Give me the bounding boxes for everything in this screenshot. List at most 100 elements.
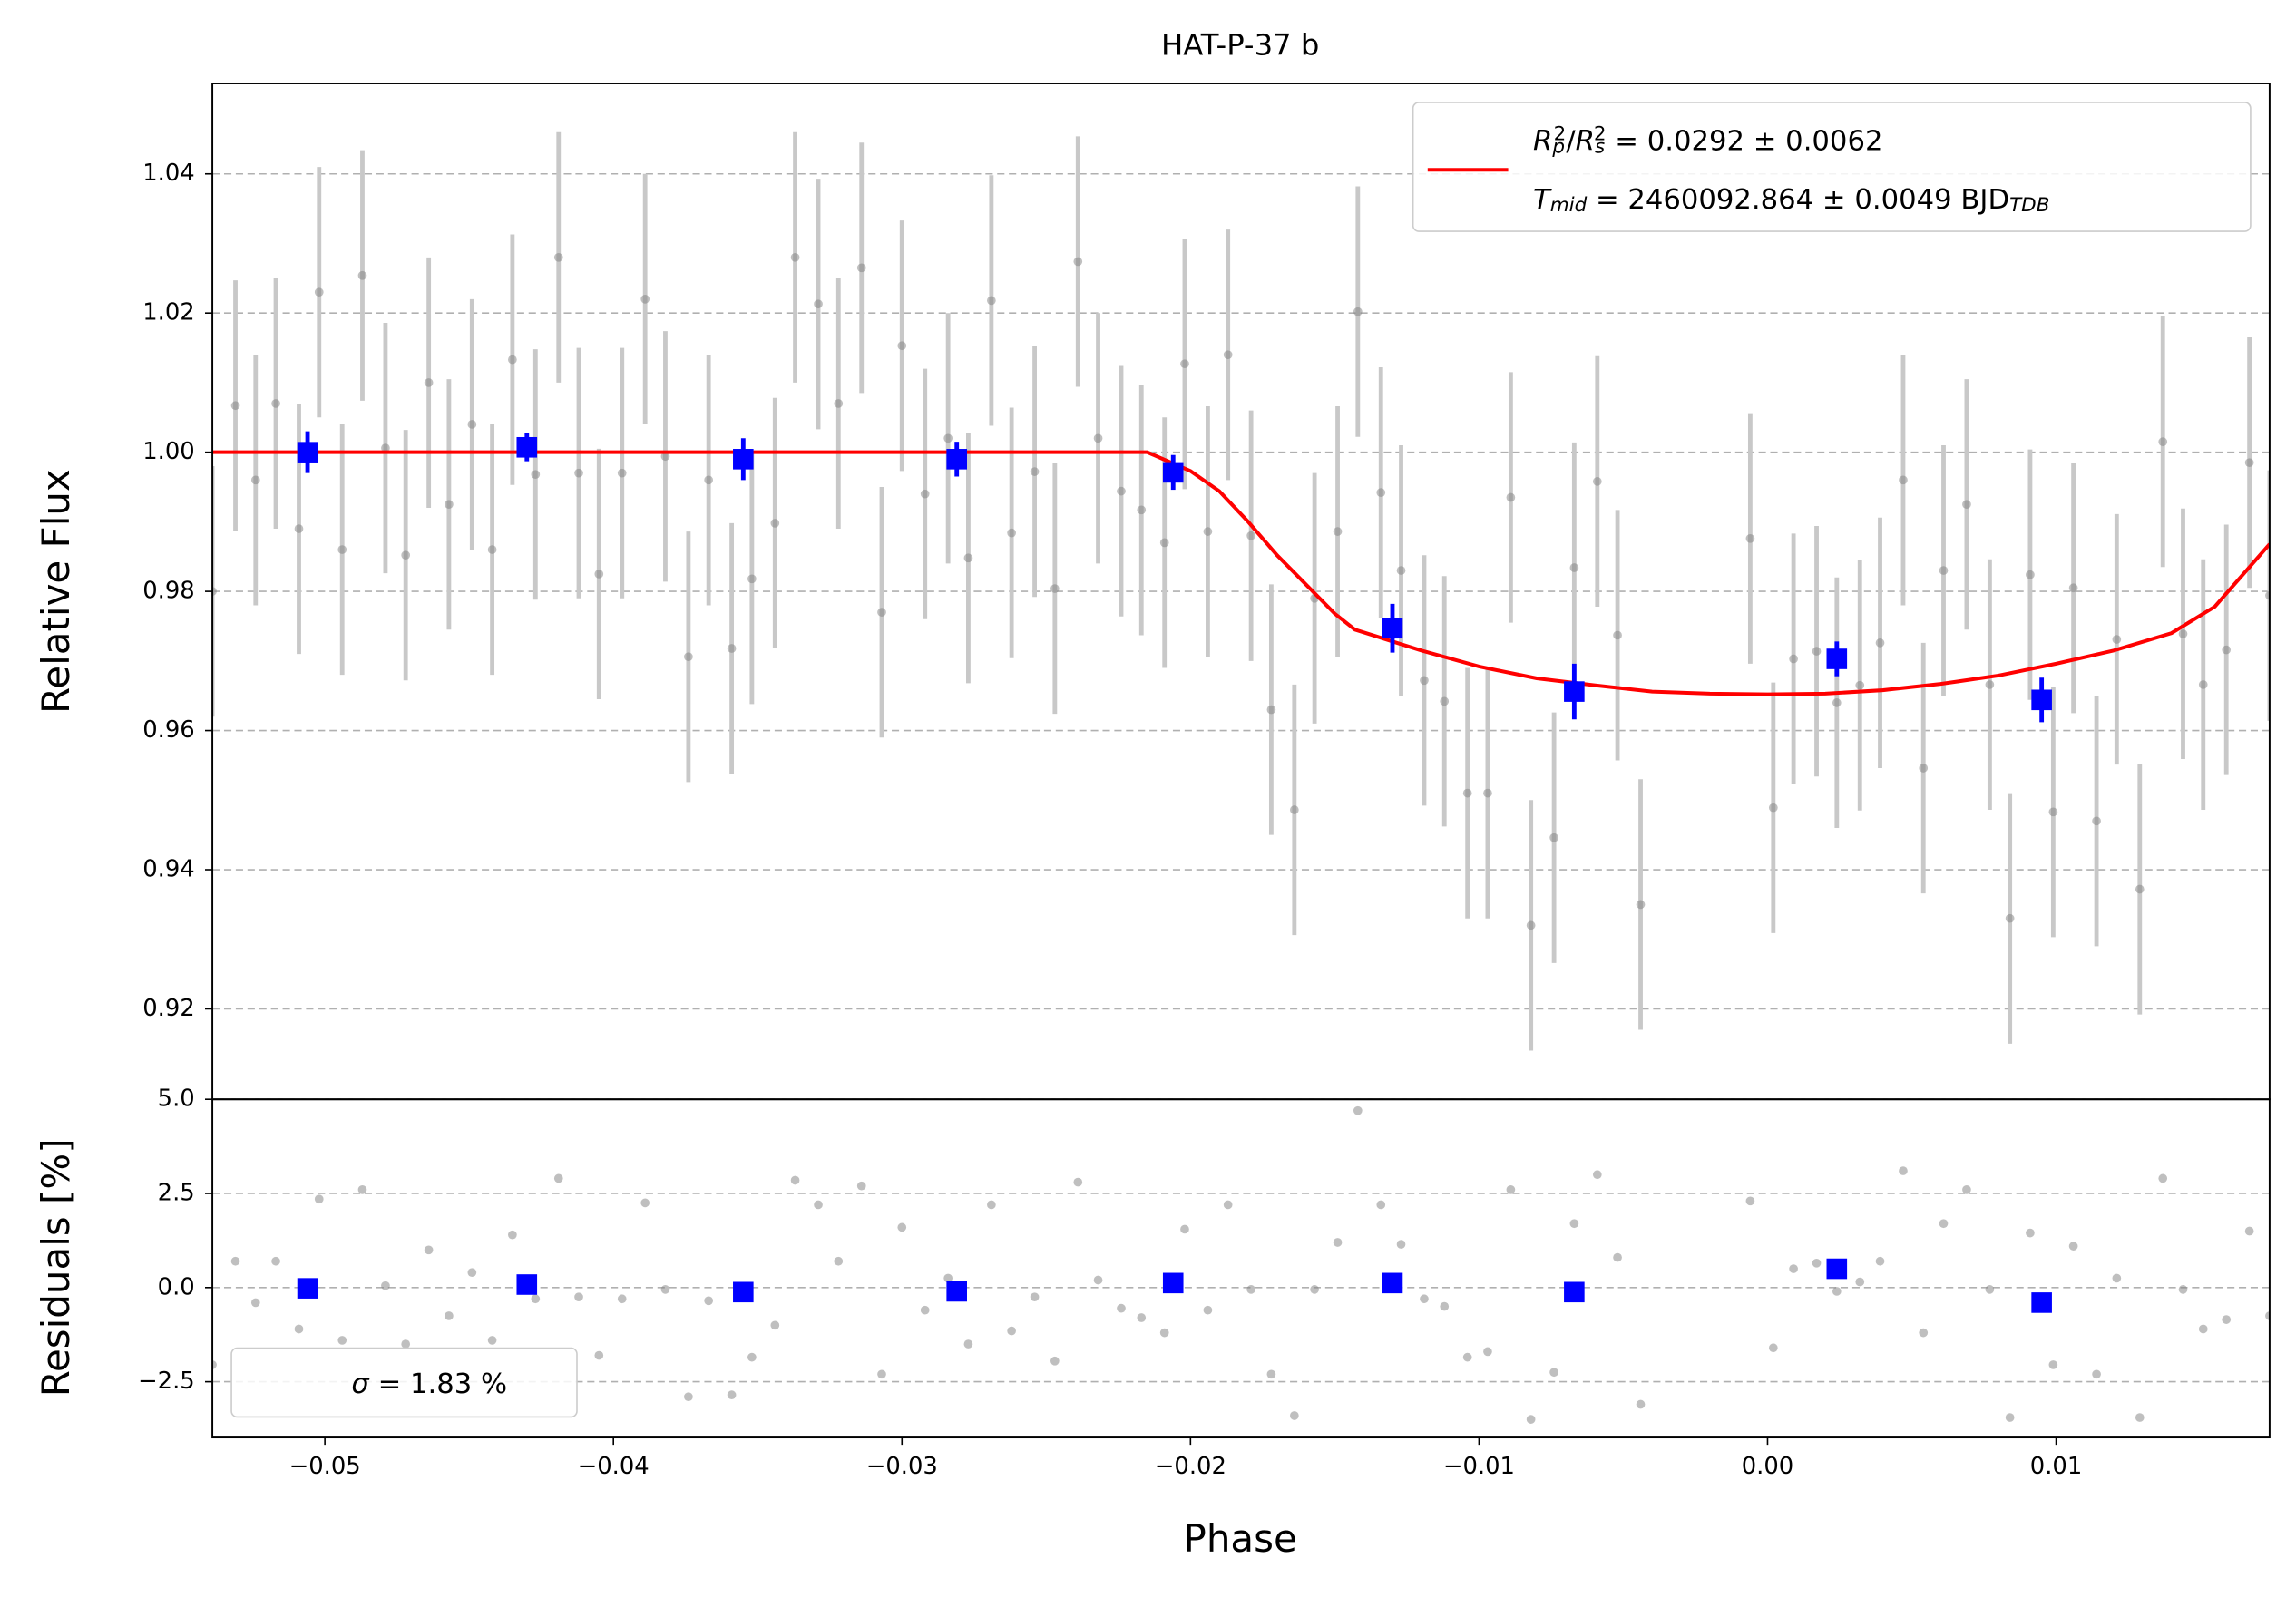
data-point <box>1376 1200 1386 1210</box>
data-point <box>1569 563 1579 572</box>
data-point <box>1789 654 1798 664</box>
y-tick-label: 5.0 <box>158 1086 195 1113</box>
data-point <box>617 1294 627 1304</box>
data-point <box>1396 566 1406 575</box>
data-point <box>381 443 390 453</box>
data-point <box>1919 764 1929 773</box>
data-point <box>1768 803 1778 813</box>
data-point <box>1569 1219 1579 1229</box>
legend-label: Rp2/Rs2 = 0.0292 ± 0.0062 <box>1533 122 1882 159</box>
data-point <box>1875 638 1885 648</box>
binned-point <box>516 1274 538 1295</box>
data-point <box>2092 816 2101 826</box>
data-point <box>2158 437 2168 446</box>
data-point <box>834 1256 844 1266</box>
data-point <box>467 1268 477 1278</box>
data-point <box>271 399 280 408</box>
legend-text-part: = 1.83 % <box>369 1368 507 1399</box>
data-point <box>963 553 973 563</box>
data-point <box>987 296 996 306</box>
data-point <box>1030 467 1040 476</box>
x-axis-label: Phase <box>1184 1516 1297 1561</box>
x-tick-label: −0.05 <box>289 1453 361 1480</box>
legend-text-part: 2 <box>1554 122 1567 145</box>
data-point <box>2198 1324 2208 1334</box>
data-point <box>1093 1275 1103 1285</box>
y-axis-label: Relative Flux <box>34 469 78 714</box>
legend-text-part: = 2460092.864 ± 0.0049 BJD <box>1587 184 2009 216</box>
data-point <box>1636 900 1646 910</box>
data-point <box>1266 705 1276 715</box>
data-point <box>594 1350 604 1360</box>
data-point <box>1007 528 1016 538</box>
y-tick-label: 0.94 <box>142 856 194 883</box>
data-point <box>1246 531 1255 540</box>
data-point <box>2222 645 2232 655</box>
data-point <box>2112 1273 2122 1283</box>
data-point <box>1526 920 1536 930</box>
data-point <box>2244 1226 2254 1236</box>
data-point <box>1420 676 1429 686</box>
data-point <box>2198 680 2208 689</box>
data-point <box>2265 1311 2270 1320</box>
data-point <box>856 1181 866 1191</box>
data-point <box>920 489 930 499</box>
data-point <box>357 270 367 280</box>
data-point <box>790 252 800 262</box>
data-point <box>1899 1166 1908 1175</box>
data-point <box>877 1369 886 1379</box>
data-point <box>1526 1415 1536 1424</box>
data-point <box>487 1336 497 1345</box>
data-point <box>1549 833 1558 842</box>
data-point <box>2158 1173 2168 1183</box>
data-point <box>877 608 886 617</box>
binned-point <box>1162 1272 1184 1294</box>
data-point <box>2092 1369 2101 1379</box>
data-point <box>401 1339 411 1349</box>
data-point <box>424 1245 434 1255</box>
data-point <box>1376 488 1386 497</box>
data-point <box>747 1352 757 1362</box>
data-point <box>2135 884 2145 894</box>
data-point <box>814 299 823 309</box>
data-point <box>617 468 627 478</box>
data-point <box>1899 475 1908 485</box>
data-point <box>401 550 411 560</box>
data-point <box>1289 805 1299 814</box>
data-point <box>467 420 477 429</box>
data-point <box>727 644 737 653</box>
legend-text-part: / <box>1566 125 1576 157</box>
data-point <box>2222 1315 2232 1324</box>
panel: −2.5 0.0 2.5 5.0 −0.05 −0.04 −0.03 −0.02 −0.01 0.… <box>138 1086 2271 1480</box>
data-point <box>357 1185 367 1194</box>
data-point <box>640 1198 650 1208</box>
data-point <box>1289 1411 1299 1420</box>
y-axis-label: Residuals [%] <box>34 1138 78 1397</box>
data-point <box>1962 1185 1971 1194</box>
data-point <box>660 452 670 462</box>
data-point <box>1768 1343 1778 1353</box>
binned-point <box>2031 1292 2052 1313</box>
binned-point <box>1826 1258 1848 1280</box>
data-point <box>1137 505 1147 515</box>
data-point <box>1353 1105 1363 1115</box>
data-point <box>1483 788 1492 798</box>
data-point <box>1812 1258 1822 1268</box>
data-point <box>2112 635 2122 644</box>
legend-text-part: σ <box>351 1368 370 1399</box>
binned-point <box>2031 689 2052 711</box>
data-point <box>1985 680 1995 689</box>
data-point <box>747 574 757 584</box>
legend-text-part: = 0.0292 ± 0.0062 <box>1607 125 1883 157</box>
data-point <box>1939 566 1949 575</box>
data-point <box>1223 350 1233 360</box>
binned-point <box>733 1281 754 1303</box>
data-point <box>271 1256 280 1266</box>
data-point <box>531 1294 541 1304</box>
data-point <box>2068 1242 2078 1251</box>
data-point <box>1420 1294 1429 1304</box>
data-point <box>2005 913 2015 923</box>
